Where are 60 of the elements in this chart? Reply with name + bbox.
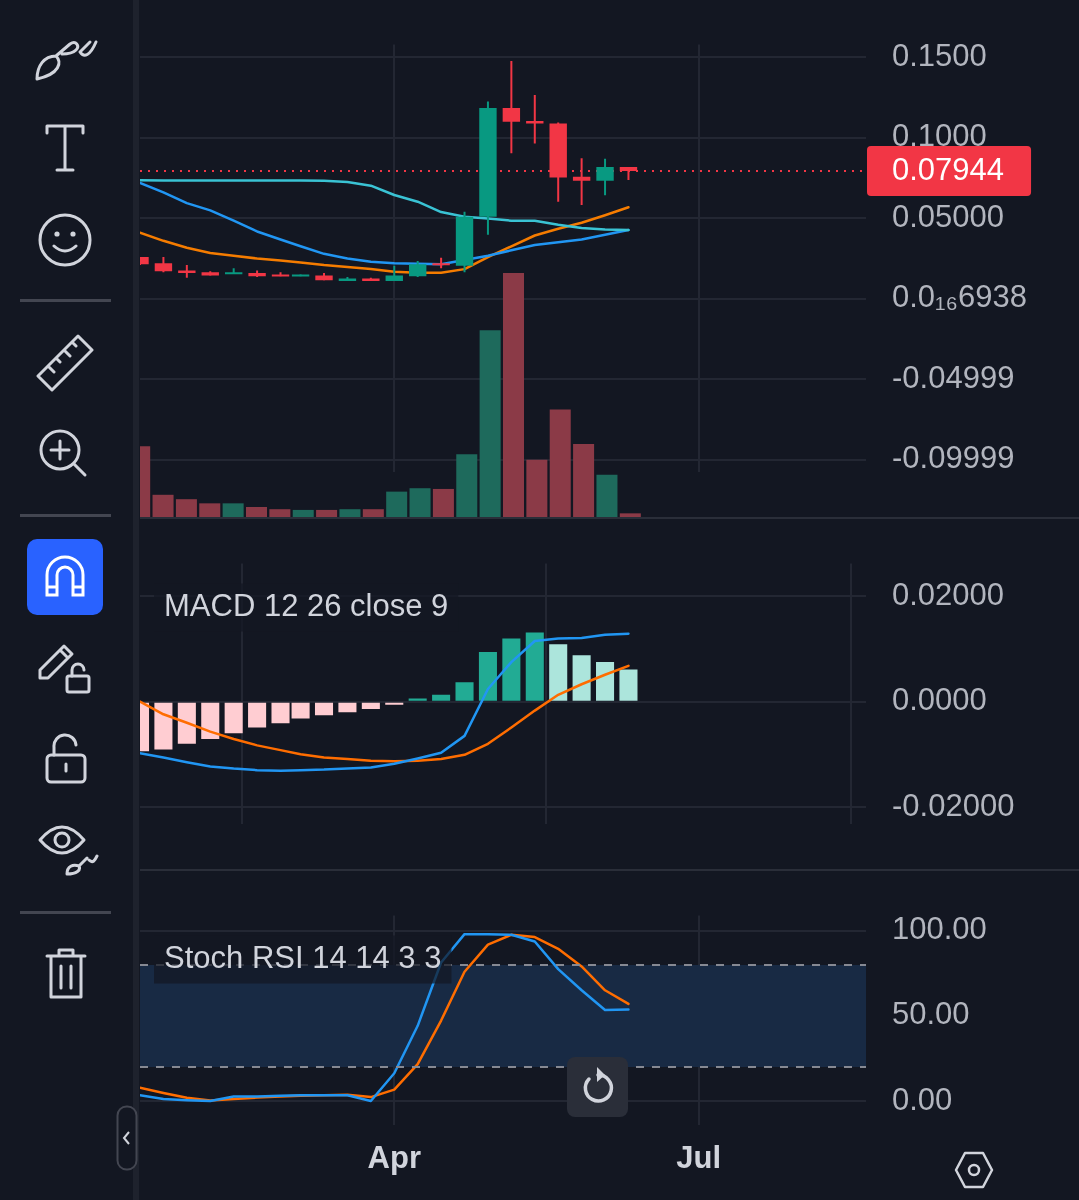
bar <box>314 702 334 716</box>
bar <box>526 459 548 517</box>
bar <box>316 509 338 517</box>
y-tick-label: 0.02000 <box>892 576 1005 612</box>
bar <box>154 702 173 750</box>
bar <box>175 499 197 517</box>
bar <box>291 702 310 719</box>
bar <box>385 702 404 705</box>
y-tick-label: 0.00 <box>892 1081 953 1117</box>
bar <box>619 513 641 517</box>
bar <box>549 409 571 517</box>
text: Stoch RSI 14 14 3 3 <box>164 940 442 976</box>
bar <box>525 632 544 701</box>
bar <box>292 509 314 517</box>
bar <box>596 474 618 517</box>
bar <box>479 330 501 517</box>
bar <box>177 702 196 744</box>
x-tick-label: Apr <box>367 1139 421 1175</box>
bar <box>573 444 595 517</box>
bar <box>572 655 591 701</box>
bar <box>409 488 431 517</box>
bar <box>201 702 220 740</box>
candlestick <box>596 157 614 197</box>
candlestick <box>502 60 521 155</box>
y-tick-label: 0.0000 <box>892 682 987 718</box>
bar <box>339 509 361 517</box>
y-tick-label: 50.00 <box>892 996 970 1032</box>
bar <box>432 694 451 701</box>
bar <box>248 702 267 728</box>
text: MACD 12 26 close 9 <box>164 588 449 624</box>
ref-line-label: 0.07944 <box>892 152 1005 188</box>
y-tick-label: 0.1000 <box>892 118 987 154</box>
y-tick-label: -0.04999 <box>892 359 1015 395</box>
bar <box>271 702 290 724</box>
bar <box>199 503 221 517</box>
bar <box>361 702 380 710</box>
bar <box>269 509 291 517</box>
x-tick-label: Jul <box>676 1139 722 1175</box>
bar <box>362 509 384 517</box>
bar <box>386 491 408 517</box>
bar <box>502 638 521 701</box>
bar <box>596 662 615 701</box>
y-tick-label: -0.02000 <box>892 787 1015 823</box>
y-tick-label: -0.09999 <box>892 440 1015 476</box>
bar <box>432 488 454 517</box>
bar <box>456 454 478 517</box>
bar <box>549 644 568 701</box>
bar <box>619 669 638 701</box>
bar <box>455 682 474 701</box>
bar <box>222 503 244 517</box>
bar <box>338 702 357 713</box>
bar <box>224 702 243 734</box>
bar <box>502 273 525 517</box>
y-tick-label: 0.0₁₆6938 <box>892 279 1028 315</box>
y-tick-label: 0.1500 <box>892 38 987 74</box>
bar <box>408 698 427 701</box>
y-tick-label: 100.00 <box>892 911 987 947</box>
bar <box>478 652 497 701</box>
y-tick-label: 0.05000 <box>892 198 1005 234</box>
bar <box>245 507 268 517</box>
